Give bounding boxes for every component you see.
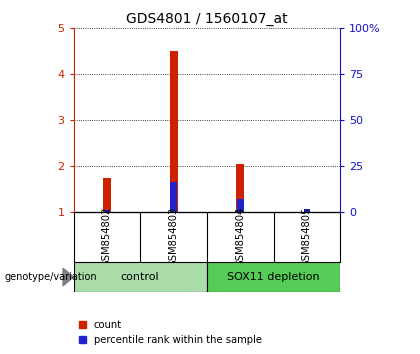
Text: SOX11 depletion: SOX11 depletion: [227, 272, 320, 282]
Polygon shape: [63, 268, 74, 286]
Text: GSM854805: GSM854805: [302, 207, 312, 267]
Bar: [103, 178, 111, 212]
Bar: [237, 199, 244, 212]
Bar: [236, 164, 244, 212]
Bar: [304, 209, 310, 212]
Bar: [170, 51, 178, 212]
Bar: [74, 262, 207, 292]
Text: control: control: [121, 272, 160, 282]
Text: GSM854802: GSM854802: [102, 207, 112, 267]
Title: GDS4801 / 1560107_at: GDS4801 / 1560107_at: [126, 12, 288, 26]
Legend: count, percentile rank within the sample: count, percentile rank within the sample: [79, 320, 262, 346]
Bar: [207, 262, 340, 292]
Text: GSM854803: GSM854803: [168, 207, 178, 267]
Bar: [103, 210, 110, 212]
Bar: [170, 183, 177, 212]
Text: GSM854804: GSM854804: [235, 207, 245, 267]
Text: genotype/variation: genotype/variation: [4, 272, 97, 282]
